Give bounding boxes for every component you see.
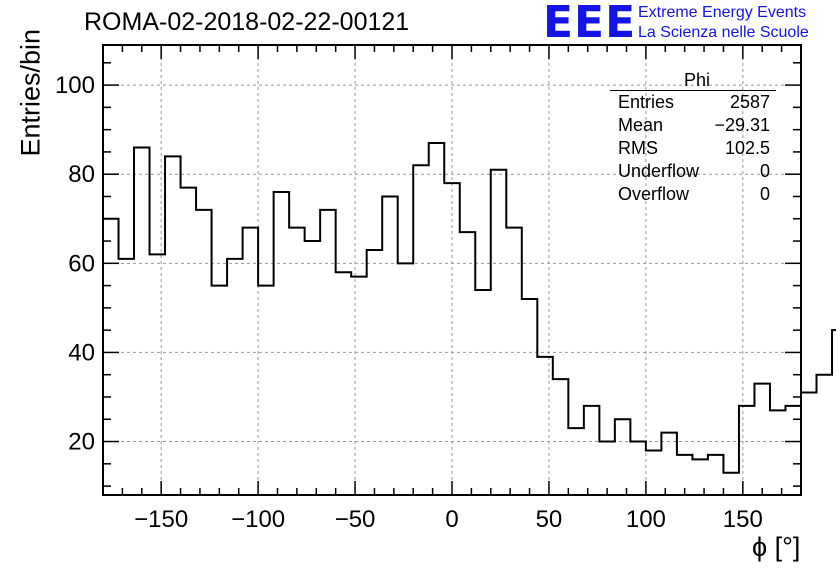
stats-row-mean: Mean −29.31: [610, 114, 776, 137]
y-tick-label: 60: [68, 250, 95, 277]
stats-row-entries: Entries 2587: [610, 91, 776, 114]
logo-subtitle-1: Extreme Energy Events: [638, 4, 807, 21]
stats-title: Phi: [610, 70, 776, 91]
y-axis-label: Entries/bin: [15, 28, 46, 157]
stats-value: 0: [759, 161, 770, 181]
x-tick-label: −100: [231, 506, 285, 533]
stats-label: Underflow: [618, 161, 700, 181]
stats-value: 0: [759, 184, 770, 204]
logo-subtitle-2: La Scienza nelle Scuole: [638, 24, 809, 41]
stats-label: Entries: [618, 92, 675, 112]
x-axis-label: ϕ [°]: [752, 532, 801, 562]
y-tick-label: 20: [68, 429, 95, 456]
histogram-series: [103, 142, 836, 474]
stats-value: 2587: [729, 92, 770, 112]
x-tick-label: 100: [626, 506, 666, 533]
y-tick-label: 100: [55, 72, 95, 99]
stats-row-underflow: Underflow 0: [610, 160, 776, 183]
stats-row-overflow: Overflow 0: [610, 183, 776, 206]
y-tick-label: 40: [68, 339, 95, 366]
stats-label: Mean: [618, 115, 664, 135]
y-tick-label: 80: [68, 161, 95, 188]
x-tick-label: −150: [134, 506, 188, 533]
x-tick-label: 0: [445, 506, 458, 533]
x-tick-label: 50: [536, 506, 563, 533]
stats-label: RMS: [618, 138, 658, 158]
stats-box: Phi Entries 2587 Mean −29.31 RMS 102.5 U…: [610, 70, 776, 206]
x-tick-label: 150: [723, 506, 763, 533]
stats-value: −29.31: [714, 115, 770, 135]
stats-row-rms: RMS 102.5: [610, 137, 776, 160]
stats-label: Overflow: [618, 184, 690, 204]
eee-logo: EEE: [543, 0, 637, 48]
stats-value: 102.5: [724, 138, 770, 158]
chart-title: ROMA-02-2018-02-22-00121: [84, 8, 410, 36]
x-tick-label: −50: [335, 506, 376, 533]
